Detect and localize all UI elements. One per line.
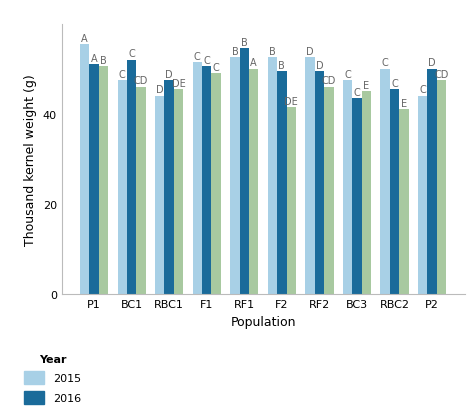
Text: CD: CD bbox=[134, 76, 148, 86]
Bar bbox=[418, 97, 428, 294]
Text: C: C bbox=[119, 70, 126, 79]
Bar bbox=[399, 110, 409, 294]
Bar bbox=[174, 90, 183, 294]
Bar bbox=[192, 63, 202, 294]
X-axis label: Population: Population bbox=[230, 315, 296, 328]
Text: D: D bbox=[428, 58, 436, 68]
Text: C: C bbox=[354, 88, 360, 97]
Bar bbox=[118, 81, 127, 294]
Bar bbox=[89, 65, 99, 294]
Bar bbox=[305, 58, 315, 294]
Bar bbox=[137, 88, 146, 294]
Text: B: B bbox=[241, 38, 247, 48]
Text: C: C bbox=[391, 79, 398, 88]
Text: B: B bbox=[279, 61, 285, 70]
Bar bbox=[381, 70, 390, 294]
Text: C: C bbox=[203, 56, 210, 66]
Text: A: A bbox=[91, 54, 97, 64]
Text: DE: DE bbox=[284, 97, 298, 106]
Legend: 2015, 2016, 2017: 2015, 2016, 2017 bbox=[19, 348, 87, 409]
Text: C: C bbox=[194, 52, 201, 61]
Text: D: D bbox=[165, 70, 173, 79]
Text: D: D bbox=[306, 47, 314, 57]
Bar bbox=[239, 49, 249, 294]
Bar bbox=[155, 97, 164, 294]
Bar bbox=[99, 67, 108, 294]
Text: D: D bbox=[316, 61, 323, 70]
Text: A: A bbox=[250, 58, 257, 68]
Text: CD: CD bbox=[322, 76, 336, 86]
Text: D: D bbox=[156, 85, 164, 95]
Text: A: A bbox=[82, 34, 88, 43]
Bar bbox=[428, 70, 437, 294]
Bar bbox=[230, 58, 239, 294]
Text: C: C bbox=[213, 63, 219, 73]
Bar bbox=[277, 72, 287, 294]
Text: C: C bbox=[344, 70, 351, 79]
Text: C: C bbox=[382, 58, 389, 68]
Text: DE: DE bbox=[172, 79, 185, 88]
Bar bbox=[249, 70, 258, 294]
Bar bbox=[390, 90, 399, 294]
Bar bbox=[362, 92, 371, 294]
Text: B: B bbox=[231, 47, 238, 57]
Bar bbox=[127, 61, 137, 294]
Text: CD: CD bbox=[434, 70, 449, 79]
Text: C: C bbox=[128, 49, 135, 59]
Bar bbox=[343, 81, 352, 294]
Text: B: B bbox=[100, 56, 107, 66]
Bar bbox=[202, 67, 211, 294]
Text: C: C bbox=[419, 85, 426, 95]
Bar bbox=[315, 72, 324, 294]
Bar bbox=[437, 81, 446, 294]
Text: E: E bbox=[363, 81, 369, 91]
Bar bbox=[268, 58, 277, 294]
Bar bbox=[211, 74, 221, 294]
Bar bbox=[80, 45, 89, 294]
Text: B: B bbox=[269, 47, 276, 57]
Bar bbox=[352, 99, 362, 294]
Text: E: E bbox=[401, 99, 407, 109]
Bar bbox=[287, 108, 296, 294]
Bar bbox=[164, 81, 174, 294]
Bar bbox=[324, 88, 334, 294]
Y-axis label: Thousand kernel weight (g): Thousand kernel weight (g) bbox=[24, 74, 37, 245]
